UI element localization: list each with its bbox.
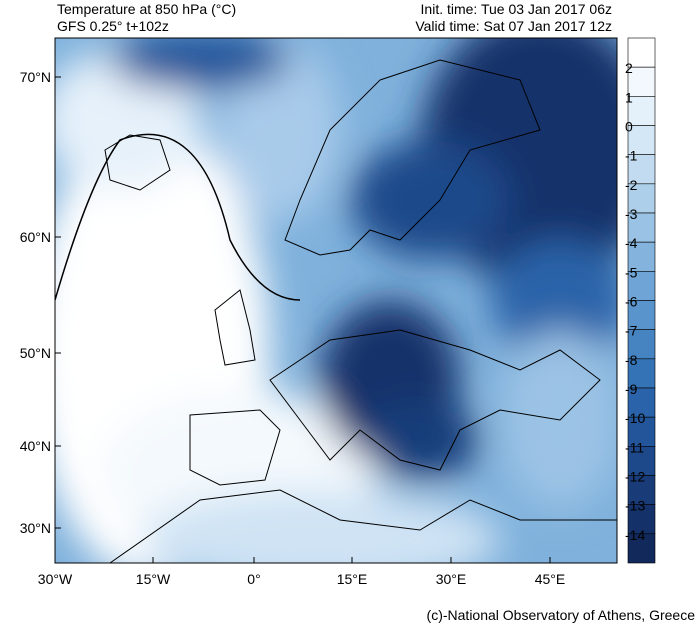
colorbar-label: -11	[625, 439, 644, 455]
colorbar-swatch	[627, 37, 656, 68]
lat-label: 40°N	[20, 438, 51, 454]
colorbar-label: 0	[625, 119, 633, 135]
lon-label: 45°E	[535, 571, 566, 587]
lat-label: 30°N	[20, 520, 51, 536]
colorbar-label: -12	[625, 469, 645, 485]
colorbar-label: -4	[625, 235, 638, 251]
colorbar-label: -14	[625, 527, 645, 543]
colorbar-swatch	[627, 416, 656, 447]
colorbar-label: -8	[625, 352, 638, 368]
colorbar-label: -5	[625, 264, 638, 280]
colorbar-label: -7	[625, 323, 638, 339]
colorbar-label: -2	[625, 177, 638, 193]
map-field	[55, 38, 617, 563]
lat-labels: 70°N 60°N 50°N 40°N 30°N	[20, 69, 61, 536]
lon-label: 15°W	[136, 571, 171, 587]
title: Temperature at 850 hPa (°C)	[57, 1, 236, 17]
colorbar-swatch	[627, 241, 656, 272]
colorbar: 2 1 0 -1 -2 -3 -4 -5 -6 -7 -8 -9 -10 -11 -12 -13 -14	[625, 37, 656, 564]
subtitle: GFS 0.25° t+102z	[57, 18, 169, 34]
map-frame	[54, 37, 618, 564]
lat-label: 50°N	[20, 345, 51, 361]
colorbar-label: -10	[625, 410, 645, 426]
lon-label: 30°W	[38, 571, 73, 587]
colorbar-swatch	[627, 475, 656, 505]
colorbar-swatch	[627, 446, 656, 476]
colorbar-swatch	[627, 533, 656, 564]
colorbar-label: -13	[625, 498, 645, 514]
colorbar-swatch	[627, 125, 656, 155]
colorbar-label: -1	[625, 148, 638, 164]
init-time: Init. time: Tue 03 Jan 2017 06z	[421, 1, 612, 17]
colorbar-label: 2	[625, 60, 633, 76]
credit: (c)-National Observatory of Athens, Gree…	[427, 607, 696, 623]
colorbar-swatch	[627, 329, 656, 360]
lon-label: 15°E	[337, 571, 368, 587]
lon-label: 30°E	[436, 571, 467, 587]
lon-label: 0°	[247, 571, 260, 587]
colorbar-label: -9	[625, 381, 638, 397]
colorbar-swatch	[627, 96, 656, 126]
colorbar-label: 1	[625, 89, 633, 105]
colorbar-swatch	[627, 504, 656, 535]
lat-label: 70°N	[20, 69, 51, 85]
colorbar-label: -3	[625, 206, 638, 222]
colorbar-swatch	[627, 212, 656, 243]
lon-labels: 30°W 15°W 0° 15°E 30°E 45°E	[38, 557, 565, 587]
colorbar-swatch	[627, 66, 656, 97]
colorbar-label: -6	[625, 294, 638, 310]
colorbar-swatch	[627, 387, 656, 418]
valid-time: Valid time: Sat 07 Jan 2017 12z	[415, 18, 612, 34]
lat-label: 60°N	[20, 229, 51, 245]
